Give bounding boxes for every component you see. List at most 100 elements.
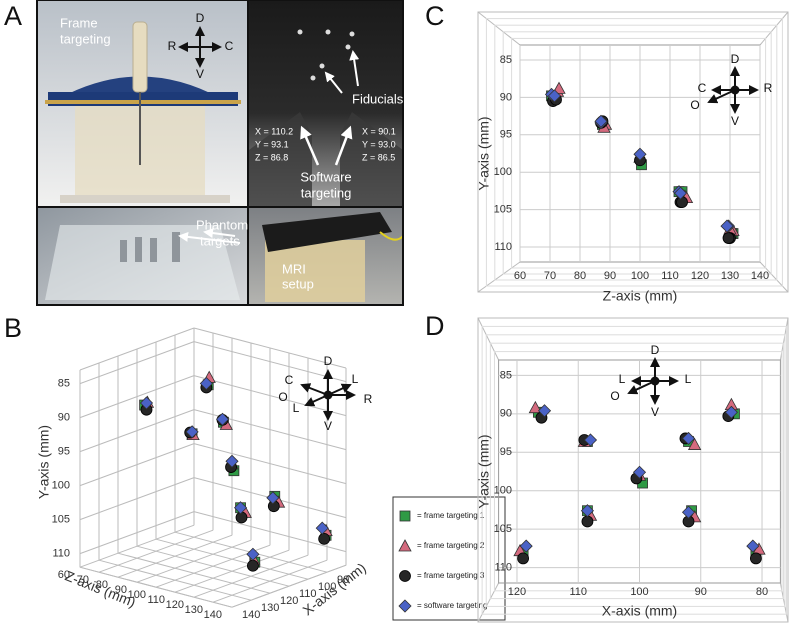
marker-diamond	[537, 404, 552, 418]
depth-frame	[502, 31, 772, 275]
depth-frame	[494, 24, 778, 281]
x-tick-label: 60	[514, 270, 526, 282]
compass-label: V	[651, 405, 659, 419]
fiducial-dots	[297, 29, 355, 81]
depth-frame	[489, 342, 784, 600]
z-tick-label: 90	[115, 584, 127, 596]
y-tick-label: 105	[52, 514, 70, 526]
coordinate: Z = 86.5	[362, 152, 395, 162]
cone-right	[340, 112, 403, 206]
compass-label: C	[285, 373, 294, 387]
photo-label: setup	[282, 276, 314, 291]
x-tick-label: 140	[242, 609, 260, 621]
y-tick-label: 95	[500, 129, 512, 141]
peg	[135, 237, 142, 262]
depth-frame	[493, 351, 783, 592]
marker-diamond	[246, 547, 260, 561]
x-axis-label: Z-axis (mm)	[603, 288, 678, 304]
compass-label: D	[731, 52, 740, 66]
marker-diamond	[673, 186, 688, 200]
frame-edge	[477, 582, 500, 623]
y-tick-label: 95	[500, 446, 512, 458]
marker-triangle	[398, 539, 412, 552]
fiducial-dot	[349, 31, 355, 37]
y-tick-label: 110	[494, 241, 512, 253]
x-tick-label: 70	[544, 270, 556, 282]
border	[36, 0, 404, 306]
box-edge	[79, 327, 195, 371]
marker-diamond	[746, 539, 760, 553]
marker-diamond	[681, 505, 696, 519]
panel-label: B	[4, 313, 22, 343]
y-tick-label: 85	[58, 378, 70, 390]
depth-frame	[511, 37, 767, 269]
box-edge	[79, 566, 233, 608]
compass-label: V	[731, 114, 739, 128]
marker-circle	[749, 552, 762, 565]
compass-arrow	[627, 380, 656, 395]
panel-label: D	[425, 311, 445, 341]
box-edge	[193, 327, 347, 369]
x-tick-label: 100	[318, 581, 336, 593]
fiducial-dot	[310, 75, 316, 81]
compass-label: C	[225, 39, 234, 53]
z-tick-label: 100	[128, 589, 146, 601]
arrow	[349, 50, 360, 87]
photo-label: targeting	[60, 31, 111, 46]
photo-label: targets	[200, 233, 240, 248]
marker-diamond	[199, 376, 213, 391]
coordinate: Y = 93.1	[255, 139, 289, 149]
x-tick-label: 100	[630, 586, 648, 598]
base-plate	[60, 195, 230, 203]
marker-diamond	[594, 114, 608, 128]
z-tick-label: 110	[147, 594, 165, 606]
x-tick-label: 120	[280, 595, 298, 607]
marker-diamond	[580, 504, 594, 518]
outer-frame	[477, 11, 789, 293]
marker-circle	[676, 196, 688, 209]
x-tick-label: 120	[691, 270, 709, 282]
marker-diamond	[519, 539, 533, 553]
y-tick-label: 100	[494, 485, 512, 497]
compass-label: D	[196, 11, 205, 25]
coordinate: Z = 86.8	[255, 152, 288, 162]
y-axis-label: Y-axis (mm)	[36, 425, 52, 499]
photo-label: MRI	[282, 261, 306, 276]
grid-line	[136, 545, 290, 587]
grid-line	[155, 538, 309, 580]
compass-center	[650, 376, 660, 386]
y-tick-label: 105	[494, 204, 512, 216]
photo-label: Software	[300, 169, 351, 184]
compass-arrow	[707, 89, 736, 104]
x-tick-label: 130	[261, 602, 279, 614]
arrow	[203, 228, 236, 239]
y-tick-label: 90	[500, 91, 512, 103]
compass-label: O	[690, 98, 699, 112]
marker-diamond	[633, 147, 647, 161]
compass-label: L	[352, 372, 359, 386]
frame-compass	[178, 26, 222, 68]
box-edge	[231, 564, 347, 608]
coordinate: X = 110.2	[255, 126, 293, 136]
marker-circle	[246, 559, 259, 572]
frame-edge	[759, 11, 789, 46]
x-tick-label: 90	[604, 270, 616, 282]
marker-diamond	[398, 599, 412, 613]
compass-center	[730, 85, 740, 95]
fiducial-dot	[297, 29, 303, 35]
photo-label: targeting	[301, 185, 352, 200]
x-tick-label: 100	[631, 270, 649, 282]
y-tick-label: 85	[500, 54, 512, 66]
depth-frame	[481, 325, 787, 615]
arrow	[324, 71, 343, 94]
frame-edge	[759, 261, 789, 293]
compass-label: L	[619, 372, 626, 386]
marker-triangle	[528, 400, 543, 414]
marker-circle	[235, 511, 248, 524]
grid-line	[117, 552, 271, 594]
x-tick-label: 110	[661, 270, 679, 282]
marker-circle	[581, 515, 594, 528]
photo-label: Frame	[60, 15, 98, 30]
marker-circle	[318, 532, 331, 545]
